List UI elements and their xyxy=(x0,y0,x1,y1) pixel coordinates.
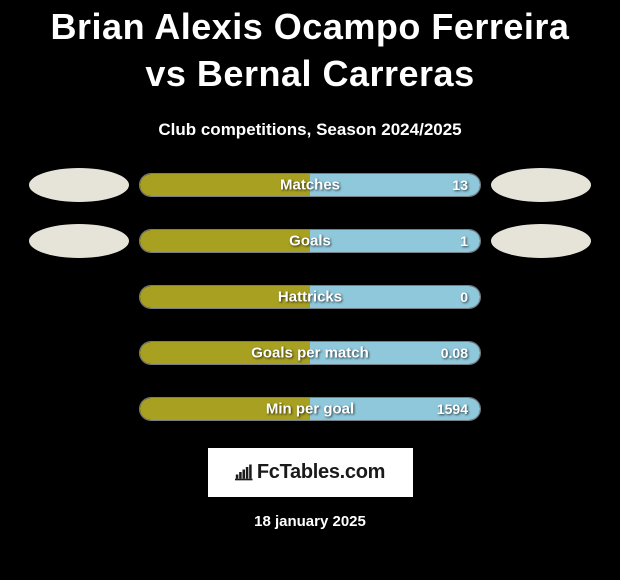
page-title: Brian Alexis Ocampo Ferreira vs Bernal C… xyxy=(10,2,610,106)
stat-value: 0.08 xyxy=(441,345,468,361)
stat-bar: Goals 1 xyxy=(139,229,481,253)
comparison-card: Brian Alexis Ocampo Ferreira vs Bernal C… xyxy=(0,0,620,530)
bar-chart-icon xyxy=(235,463,255,481)
stat-value: 1 xyxy=(460,233,468,249)
stat-bar: Matches 13 xyxy=(139,173,481,197)
logo-text: FcTables.com xyxy=(257,461,385,484)
stat-label: Min per goal xyxy=(266,400,354,417)
subtitle: Club competitions, Season 2024/2025 xyxy=(10,120,610,140)
stat-row: Goals per match 0.08 xyxy=(20,336,600,370)
stat-bar: Hattricks 0 xyxy=(139,285,481,309)
stat-row: Matches 13 xyxy=(20,168,600,202)
stat-row: Goals 1 xyxy=(20,224,600,258)
stat-bar: Goals per match 0.08 xyxy=(139,341,481,365)
stat-value: 0 xyxy=(460,289,468,305)
player-right-ellipse xyxy=(491,224,591,258)
stat-label: Matches xyxy=(280,176,340,193)
stat-value: 1594 xyxy=(437,401,468,417)
stat-bar-right-fill xyxy=(310,230,480,252)
stat-label: Goals xyxy=(289,232,331,249)
player-left-ellipse xyxy=(29,168,129,202)
player-right-ellipse xyxy=(491,168,591,202)
stat-row: Min per goal 1594 xyxy=(20,392,600,426)
stats-list: Matches 13 Goals 1 Hattricks 0 Goals per match… xyxy=(10,168,610,426)
stat-value: 13 xyxy=(452,177,468,193)
stat-row: Hattricks 0 xyxy=(20,280,600,314)
fctables-logo[interactable]: FcTables.com xyxy=(208,448,413,497)
stat-label: Goals per match xyxy=(251,344,369,361)
player-left-ellipse xyxy=(29,224,129,258)
stat-bar: Min per goal 1594 xyxy=(139,397,481,421)
stat-bar-left-fill xyxy=(140,230,310,252)
stat-label: Hattricks xyxy=(278,288,342,305)
date: 18 january 2025 xyxy=(10,513,610,530)
